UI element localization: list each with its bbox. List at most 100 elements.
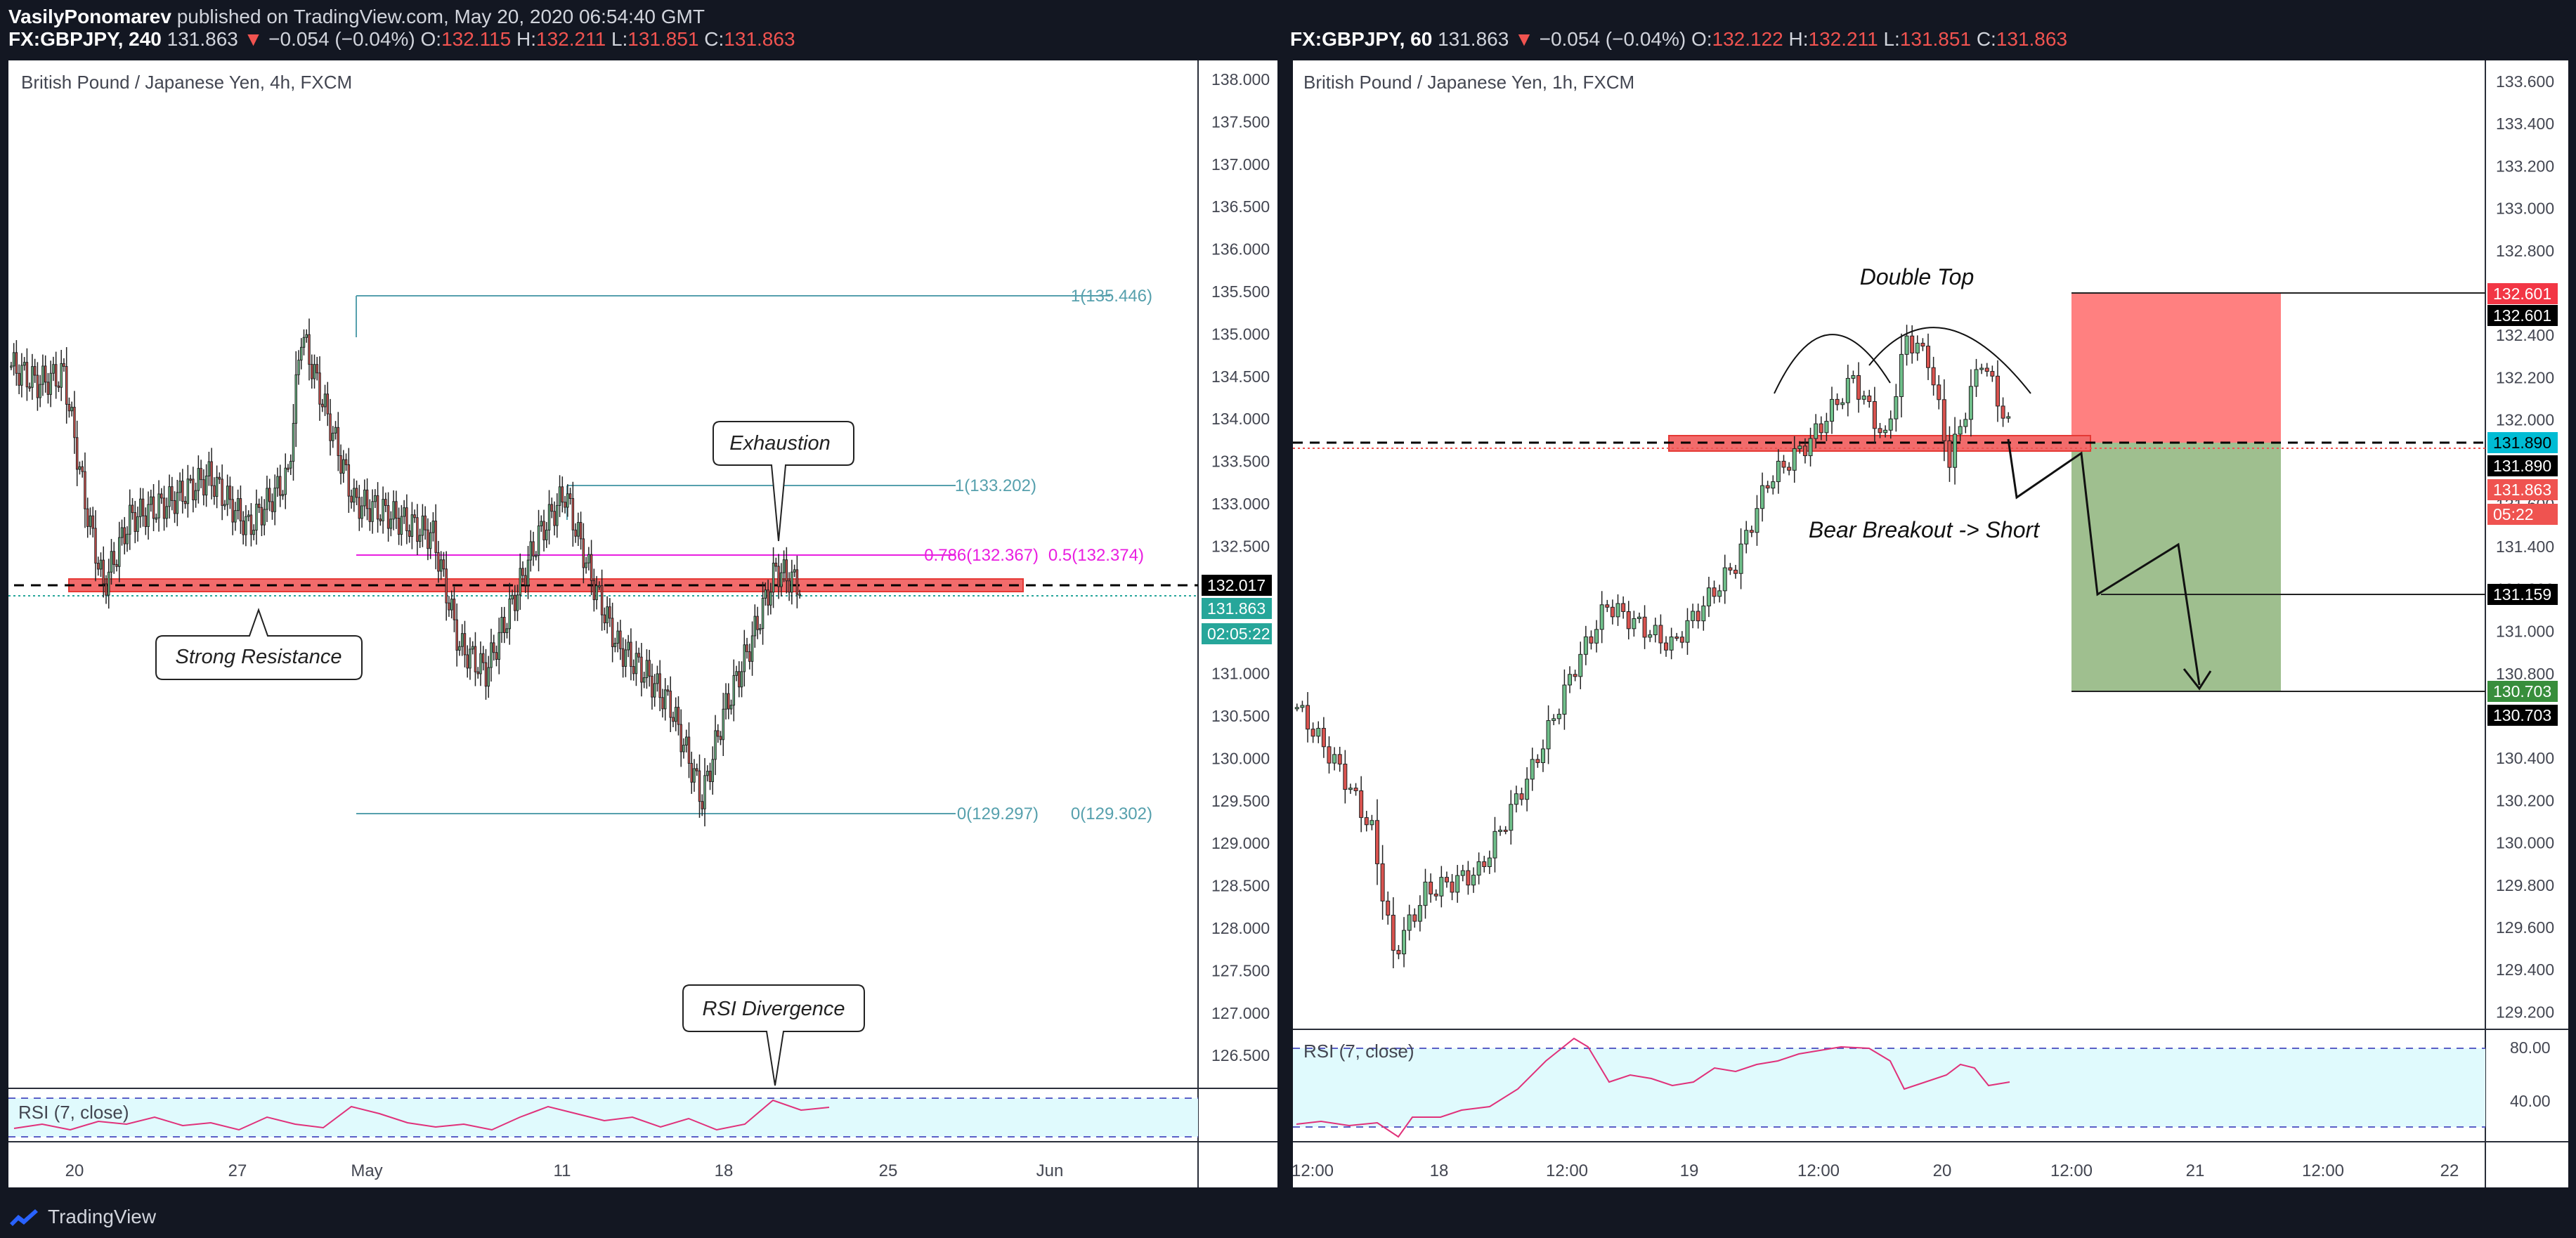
left-time-axis[interactable]: 20 27 May 11 18 25 Jun (65, 1161, 1064, 1180)
candle-body (242, 520, 245, 535)
candle-body (247, 514, 250, 517)
candle-body (595, 585, 598, 601)
candle-body (606, 606, 609, 624)
candle-body (1546, 720, 1551, 750)
candle-body (139, 498, 142, 517)
candle-body (1701, 605, 1706, 622)
candle-body (1937, 384, 1941, 400)
right-time-axis[interactable]: 12:00 18 12:00 19 12:00 20 12:00 21 12:00 22 (1292, 1161, 2459, 1180)
price-tag-label: 130.703 (2493, 682, 2551, 701)
candle-body (1947, 440, 1952, 468)
price-tag (2487, 305, 2558, 326)
candle-body (67, 403, 71, 412)
candle-body (1883, 429, 1888, 434)
left-close-key: C: (704, 28, 724, 50)
candle-body (165, 506, 169, 519)
exhaustion-callout[interactable]: Exhaustion (713, 421, 854, 542)
candle-body (1755, 508, 1759, 533)
time-tick-label: 20 (1933, 1161, 1952, 1180)
candle-body (73, 407, 76, 438)
candle-body (400, 516, 403, 535)
candle-body (271, 501, 274, 512)
candle-body (89, 515, 92, 527)
right-low: 131.851 (1899, 28, 1972, 50)
candle-body (276, 476, 279, 489)
candle-body (252, 530, 255, 535)
charts-canvas[interactable]: British Pound / Japanese Yen, 4h, FXCM B… (0, 59, 2576, 1194)
left-close: 131.863 (724, 28, 795, 50)
candle-body (1492, 830, 1497, 859)
candle-body (519, 568, 522, 596)
candle-body (511, 594, 514, 599)
stop-loss-zone[interactable] (2071, 293, 2281, 443)
candle-body (413, 514, 416, 519)
candle-body (1573, 674, 1578, 677)
candle-body (1578, 653, 1583, 677)
candle-body (1514, 793, 1518, 805)
candle-body (574, 529, 577, 537)
left-open-key: O: (420, 28, 442, 50)
candle-body (669, 691, 672, 718)
candle-body (200, 468, 202, 481)
candle-body (321, 403, 324, 408)
candle-body (171, 486, 174, 501)
projection-path[interactable] (2007, 438, 2201, 686)
rsi-divergence-callout[interactable]: RSI Divergence (682, 984, 865, 1086)
candle-body (495, 652, 498, 660)
candle-body (466, 654, 469, 669)
candle-body (1615, 603, 1620, 618)
candle-body (318, 372, 321, 405)
candle-body (1814, 423, 1819, 439)
publish-line: VasilyPonomarev published on TradingView… (8, 6, 705, 28)
price-tag (2487, 504, 2558, 525)
candle-body (1632, 618, 1637, 630)
publisher-name[interactable]: VasilyPonomarev (8, 6, 171, 27)
candle-body (1669, 636, 1674, 651)
candle-body (183, 500, 187, 504)
candle-body (108, 571, 110, 596)
candle-body (41, 365, 44, 385)
candle-body (582, 538, 585, 568)
candle-body (516, 594, 519, 611)
candle-body (1787, 467, 1792, 471)
price-tick-label: 133.500 (1211, 452, 1270, 471)
candle-body (448, 602, 450, 611)
candle-body (63, 363, 65, 367)
candle-body (1840, 402, 1845, 405)
candle-body (1450, 881, 1455, 893)
candle-body (701, 801, 703, 809)
fib-label-129-302: 0(129.302) (1071, 804, 1152, 823)
candle-body (115, 563, 118, 567)
candle-body (445, 568, 448, 604)
footer-logo[interactable]: TradingView (7, 1204, 156, 1230)
time-tick-label: 12:00 (1546, 1161, 1588, 1180)
candle-body (263, 509, 266, 526)
candle-body (54, 364, 58, 386)
right-last: 131.863 (1438, 28, 1509, 50)
candle-body (521, 568, 524, 576)
double-top-right-arc[interactable] (1868, 327, 2031, 394)
right-price-axis[interactable]: 133.600 133.400 133.200 133.000 132.800 132.6… (2496, 72, 2554, 1021)
candle-body (1968, 386, 1973, 420)
price-tick-label: 130.200 (2496, 791, 2554, 809)
candle-body (1370, 820, 1374, 826)
candle-body (795, 569, 799, 595)
right-symbol[interactable]: FX:GBPJPY, 60 (1290, 28, 1433, 50)
candle-body (1637, 616, 1641, 619)
left-high-key: H: (516, 28, 537, 50)
candle-body (421, 515, 424, 536)
candle-body (1733, 569, 1738, 574)
time-tick-label: 21 (2186, 1161, 2205, 1180)
double-top-left-arc[interactable] (1774, 334, 1891, 394)
candle-body (245, 516, 247, 535)
candle-body (152, 496, 155, 519)
triangle-down-icon: ▼ (1514, 28, 1534, 50)
candle-body (453, 599, 456, 620)
price-tag (1202, 575, 1272, 596)
left-symbol[interactable]: FX:GBPJPY, 240 (8, 28, 162, 50)
candle-body (585, 562, 587, 568)
right-high-key: H: (1788, 28, 1809, 50)
strong-resistance-callout[interactable]: Strong Resistance (155, 607, 363, 680)
take-profit-zone[interactable] (2071, 443, 2281, 691)
candle-body (703, 775, 706, 809)
